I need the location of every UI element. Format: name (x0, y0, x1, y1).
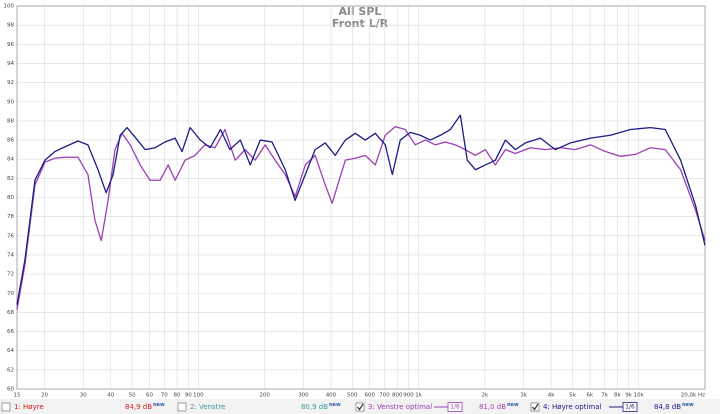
x-tick-label: 3k (520, 393, 527, 399)
x-tick-label: 7k (601, 393, 608, 399)
x-tick-label: 20,0k Hz (681, 393, 705, 399)
check-mark (532, 403, 539, 411)
y-tick-label: 96 (7, 42, 14, 48)
y-tick-label: 98 (7, 23, 14, 29)
legend-badge: new (153, 402, 165, 408)
legend-label: 3: Venstre optimal (368, 403, 432, 411)
series-line (16, 114, 706, 305)
legend-badge: new (329, 402, 341, 408)
x-tick-label: 200 (259, 393, 270, 399)
series-line (16, 125, 706, 310)
legend-checkbox[interactable] (530, 402, 540, 412)
y-tick-label: 94 (7, 61, 14, 67)
x-tick-label: 50 (129, 393, 136, 399)
x-tick-label: 600 (364, 393, 375, 399)
y-tick-label: 90 (7, 99, 14, 105)
x-tick-label: 70 (161, 393, 168, 399)
legend-item[interactable]: 3: Venstre optimal 1/6 81,0 dB new (355, 402, 519, 412)
x-tick-label: 100 (193, 393, 204, 399)
x-tick-label: 4k (548, 393, 555, 399)
x-tick-label: 15 (14, 393, 21, 399)
x-tick-label: 800 (392, 393, 403, 399)
x-tick-label: 400 (326, 393, 337, 399)
legend-level: 80,9 dB (301, 403, 328, 411)
x-tick-label: 60 (146, 393, 153, 399)
y-tick-label: 86 (7, 138, 14, 144)
y-tick-label: 74 (7, 252, 14, 258)
y-tick-label: 84 (7, 157, 14, 163)
x-tick-label: 1k (415, 393, 422, 399)
smoothing-label: 1/6 (450, 404, 460, 411)
x-tick-label: 500 (347, 393, 358, 399)
y-tick-label: 92 (7, 80, 14, 86)
plot-frame (16, 5, 706, 390)
legend-badge: new (507, 402, 519, 408)
legend-label: 4: Høyre optimal (543, 403, 602, 411)
y-tick-label: 88 (7, 118, 14, 124)
chart-title: All SPL (339, 5, 382, 18)
x-tick-label: 2k (481, 393, 488, 399)
legend-label: 1: Høyre (14, 403, 44, 411)
y-tick-label: 62 (7, 367, 14, 373)
x-tick-label: 90 (185, 393, 192, 399)
x-tick-label: 40 (107, 393, 114, 399)
x-tick-label: 30 (80, 393, 87, 399)
legend-checkbox[interactable] (1, 402, 11, 412)
y-tick-label: 78 (7, 214, 14, 220)
legend-level: 84,9 dB (125, 403, 152, 411)
x-tick-label: 8k (614, 393, 621, 399)
legend-item[interactable]: 2: Venstre 80,9 dB new (177, 402, 341, 412)
y-tick-label: 60 (7, 387, 14, 393)
y-tick-label: 80 (7, 195, 14, 201)
legend-item[interactable]: 4: Høyre optimal 1/6 84,8 dB new (530, 402, 694, 412)
legend-badge: new (682, 402, 694, 408)
chart-subtitle: Front L/R (332, 17, 389, 30)
x-tick-label: 10k (634, 393, 645, 399)
x-tick-label: 300 (298, 393, 309, 399)
x-tick-label: 900 (403, 393, 414, 399)
x-tick-label: 9k (625, 393, 632, 399)
y-tick-label: 70 (7, 291, 14, 297)
legend-checkbox[interactable] (177, 402, 187, 412)
y-tick-label: 66 (7, 329, 14, 335)
legend-item[interactable]: 1: Høyre 84,9 dB new (1, 402, 165, 412)
x-tick-label: 80 (174, 393, 181, 399)
x-tick-label: 20 (41, 393, 48, 399)
y-tick-label: 82 (7, 176, 14, 182)
smoothing-label: 1/6 (625, 404, 635, 411)
y-tick-label: 72 (7, 272, 14, 278)
x-tick-label: 700 (379, 393, 390, 399)
y-tick-label: 68 (7, 310, 14, 316)
y-tick-label: 76 (7, 233, 14, 239)
check-mark (357, 403, 364, 411)
legend-label: 2: Venstre (190, 403, 225, 411)
smoothing-box (447, 402, 463, 412)
smoothing-box (622, 402, 638, 412)
y-tick-label: 100 (4, 4, 15, 10)
x-tick-label: 6k (587, 393, 594, 399)
legend-level: 81,0 dB (479, 403, 506, 411)
x-tick-label: 5k (569, 393, 576, 399)
legend-checkbox[interactable] (355, 402, 365, 412)
legend-level: 84,8 dB (654, 403, 681, 411)
y-tick-label: 64 (7, 348, 14, 354)
